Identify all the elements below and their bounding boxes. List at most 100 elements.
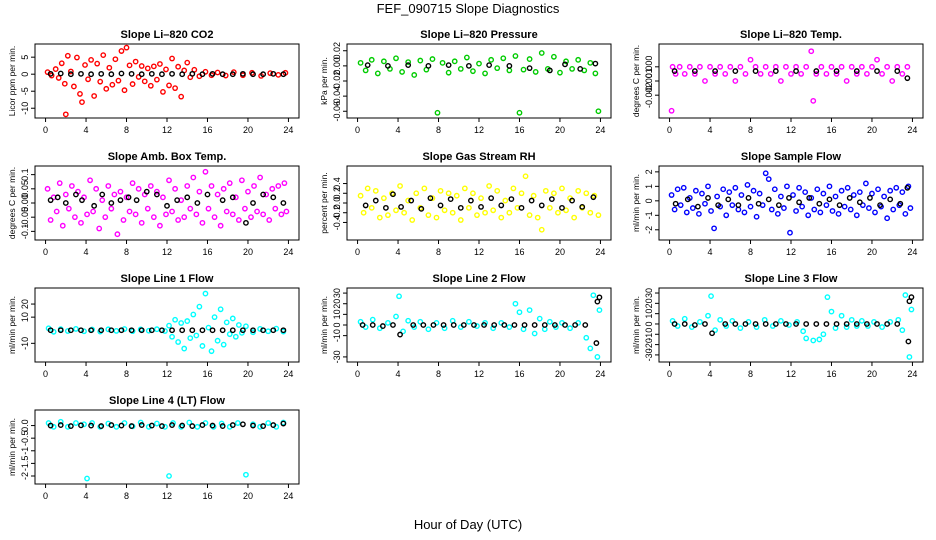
data-point (813, 321, 820, 327)
data-point (506, 62, 513, 69)
data-point (587, 345, 594, 352)
data-point (686, 63, 693, 70)
data-point (705, 195, 711, 201)
data-point (826, 196, 833, 203)
data-point (847, 206, 854, 213)
data-point (214, 69, 221, 76)
data-point (787, 229, 793, 236)
panel-title: Slope Line 3 Flow (745, 273, 838, 285)
data-point (788, 71, 794, 77)
data-point (747, 56, 754, 63)
series-1 (357, 173, 602, 233)
y-tick-label: -0.2 (332, 205, 342, 221)
data-point (853, 71, 860, 77)
data-point (58, 60, 65, 67)
data-point (872, 209, 878, 216)
y-tick-label: 10 (332, 309, 342, 319)
data-point (238, 177, 245, 184)
data-point (112, 56, 119, 63)
data-point (752, 68, 759, 74)
data-point (67, 71, 74, 78)
data-point (546, 204, 553, 211)
data-point (179, 327, 186, 334)
data-point (587, 59, 594, 66)
data-point (232, 194, 239, 201)
data-point (163, 211, 169, 218)
data-point (427, 195, 434, 202)
data-point (818, 63, 825, 70)
x-tick-label: 4 (708, 125, 713, 135)
data-point (181, 345, 188, 352)
data-point (555, 209, 561, 216)
data-point (680, 184, 687, 191)
data-point (705, 183, 711, 190)
data-point (445, 69, 452, 76)
data-point (557, 69, 563, 76)
data-point (722, 71, 729, 77)
data-point (582, 322, 589, 328)
data-point (808, 195, 815, 201)
y-tick-label: 2 (644, 169, 654, 174)
data-point (145, 327, 152, 334)
data-point (729, 202, 736, 209)
data-point (72, 214, 78, 221)
data-point (526, 212, 533, 219)
data-point (806, 195, 813, 201)
data-point (226, 331, 233, 338)
data-point (684, 196, 691, 203)
data-point (813, 68, 820, 74)
data-point (275, 71, 282, 78)
data-point (162, 328, 168, 334)
data-point (380, 195, 387, 202)
x-tick-label: 4 (84, 491, 89, 501)
data-point (250, 422, 256, 429)
data-point (816, 336, 823, 343)
data-point (56, 180, 63, 187)
panel-1: Slope Li–820 CO2 0 4 8 12 16 20 24 -10 -5 0 5Licor … (7, 29, 300, 135)
data-point (681, 321, 688, 327)
data-point (368, 56, 375, 63)
data-point (592, 70, 599, 77)
data-point (77, 91, 83, 97)
data-point (768, 206, 775, 213)
data-point (823, 321, 830, 327)
data-point (372, 197, 379, 204)
data-point (569, 65, 576, 72)
data-point (441, 207, 448, 214)
data-point (786, 195, 792, 201)
x-tick-label: 20 (555, 247, 565, 257)
series-2 (671, 68, 911, 82)
x-tick-label: 0 (667, 125, 672, 135)
data-point (281, 180, 288, 187)
data-point (538, 50, 545, 56)
data-point (405, 197, 412, 204)
data-point (877, 202, 883, 209)
data-point (157, 222, 163, 229)
data-point (109, 81, 116, 88)
y-tick-label: -5 (20, 87, 30, 95)
data-point (811, 206, 818, 213)
data-point (243, 471, 249, 478)
y-tick-label: -10 (332, 329, 342, 342)
data-point (765, 176, 772, 182)
panel-3: Slope Li–820 Temp. 0 4 8 12 16 20 24 -0.002-0.00… (631, 29, 924, 135)
data-point (357, 59, 364, 66)
x-tick-label: 12 (162, 247, 172, 257)
data-point (94, 60, 101, 67)
data-point (490, 325, 497, 332)
x-tick-label: 8 (124, 369, 129, 379)
data-point (175, 217, 182, 223)
data-point (108, 205, 115, 212)
data-point (894, 68, 901, 74)
data-point (421, 185, 428, 192)
data-point (465, 318, 472, 325)
data-point (270, 70, 277, 77)
data-point (708, 208, 714, 214)
data-point (118, 70, 125, 77)
data-point (248, 214, 254, 221)
data-point (742, 321, 749, 327)
data-point (184, 183, 191, 189)
data-point (209, 70, 216, 77)
data-point (595, 108, 602, 115)
